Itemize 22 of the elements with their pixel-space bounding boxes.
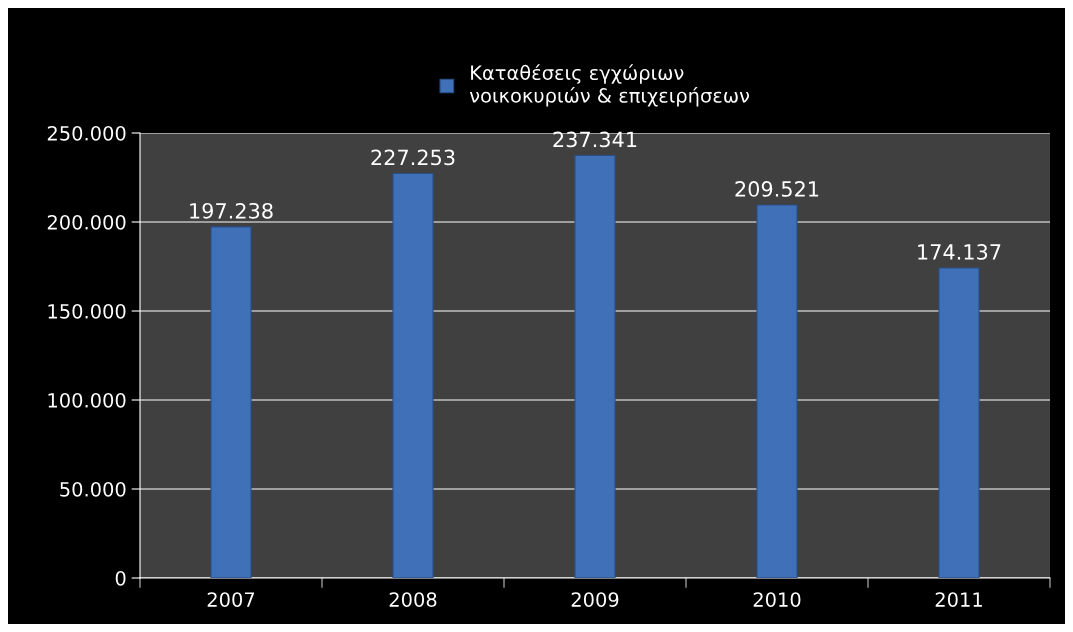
data-label: 174.137 — [918, 244, 1001, 260]
data-label: 227.253 — [371, 149, 455, 166]
x-tick-label: 2010 — [753, 592, 801, 607]
data-label: 197.238 — [190, 202, 273, 219]
x-tick-label: 2011 — [935, 592, 982, 607]
bar — [938, 267, 980, 578]
bar — [574, 154, 616, 578]
bar — [210, 226, 252, 578]
bar — [756, 204, 798, 578]
data-label: 237.341 — [553, 131, 637, 148]
y-tick-label: 250.000 — [47, 125, 126, 141]
x-tick-label: 2008 — [389, 592, 437, 607]
y-tick-label: 0 — [115, 570, 126, 586]
data-label: 209.521 — [735, 181, 819, 197]
x-tick-label: 2009 — [571, 592, 619, 607]
y-tick-label: 50.000 — [60, 481, 126, 497]
bar — [392, 172, 434, 578]
y-tick-label: 150.000 — [48, 303, 126, 319]
y-tick-label: 200.000 — [47, 214, 126, 230]
x-tick-label: 2007 — [207, 592, 255, 607]
y-tick-label: 100.000 — [48, 392, 126, 408]
legend-label: Καταθέσεις εγχώριων νοικοκυριών & επιχειρήσεων — [469, 64, 750, 107]
